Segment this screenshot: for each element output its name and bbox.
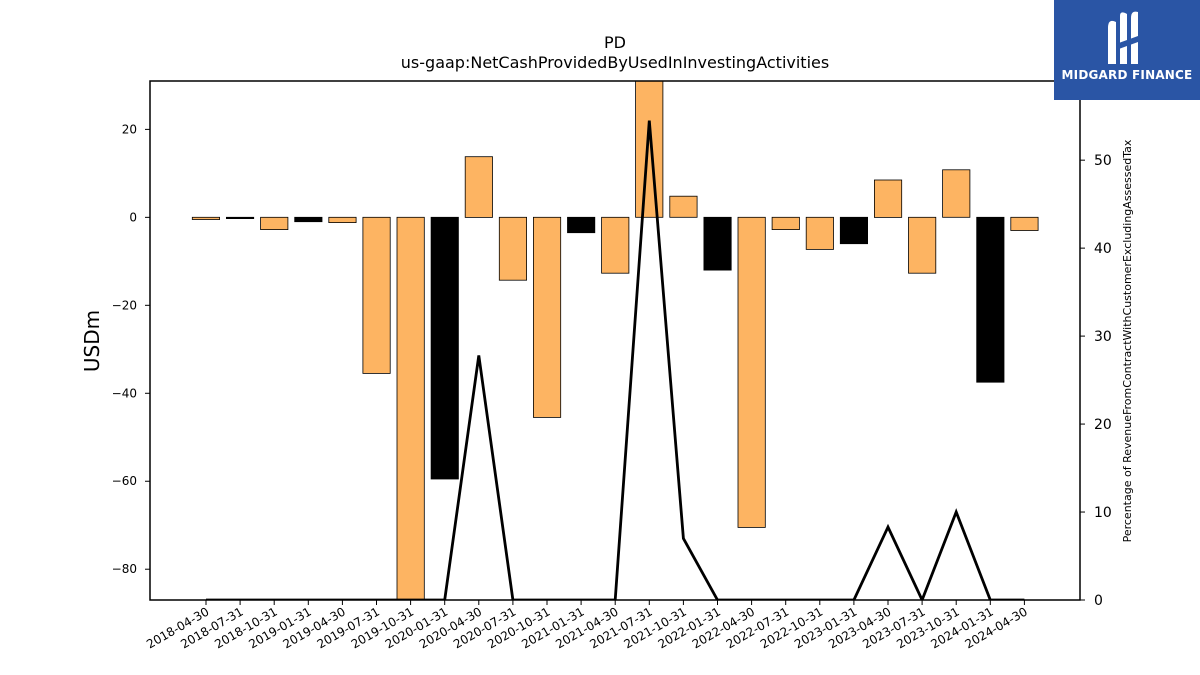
y-right-tick-label: 10 [1094, 505, 1112, 521]
bar [669, 195, 698, 218]
plot-area: 200−20−40−60−80010203040502018-04-302018… [112, 80, 1112, 651]
bar [294, 216, 323, 223]
bar [328, 216, 357, 224]
y-right-tick-label: 40 [1094, 241, 1112, 257]
bar [703, 216, 732, 271]
y-tick-label: 20 [122, 122, 137, 136]
bar [464, 156, 493, 218]
y-tick-label: 0 [129, 210, 137, 224]
bar [567, 216, 596, 234]
y-right-tick-label: 0 [1094, 593, 1103, 609]
bar [805, 216, 834, 250]
bar [396, 216, 425, 600]
bar [191, 216, 221, 220]
logo-text: MIDGARD FINANCE [1061, 68, 1193, 82]
bar [908, 216, 937, 274]
y-right-tick-label: 20 [1094, 417, 1112, 433]
bar [430, 216, 459, 480]
bar [839, 216, 868, 245]
y-axis-right-label: Percentage of RevenueFromContractWithCus… [1121, 139, 1134, 542]
bar [737, 216, 766, 528]
y-tick-label: −40 [112, 386, 137, 400]
bar [225, 216, 255, 220]
y-right-tick-label: 50 [1094, 153, 1112, 169]
chart-subtitle: us-gaap:NetCashProvidedByUsedInInvesting… [401, 53, 829, 72]
chart-title: PD [604, 33, 626, 52]
bar [362, 216, 391, 374]
bar [635, 81, 664, 218]
y-tick-label: −60 [112, 474, 137, 488]
bar [874, 179, 903, 218]
bar [942, 169, 971, 218]
series-line [206, 120, 1025, 600]
y-right-tick-label: 30 [1094, 329, 1112, 345]
bar [976, 216, 1005, 383]
bar [771, 216, 800, 231]
bar [533, 216, 562, 418]
y-tick-label: −80 [112, 562, 137, 576]
y-axis-label: USDm [80, 310, 104, 372]
bar [601, 216, 630, 274]
plot-frame [149, 80, 1081, 601]
bar [1010, 216, 1039, 231]
bars [191, 81, 1039, 600]
y-tick-label: −20 [112, 298, 137, 312]
bar [260, 216, 289, 231]
logo-mark-icon [1108, 11, 1138, 65]
bar [498, 216, 527, 281]
logo: MIDGARD FINANCE [1054, 0, 1200, 100]
